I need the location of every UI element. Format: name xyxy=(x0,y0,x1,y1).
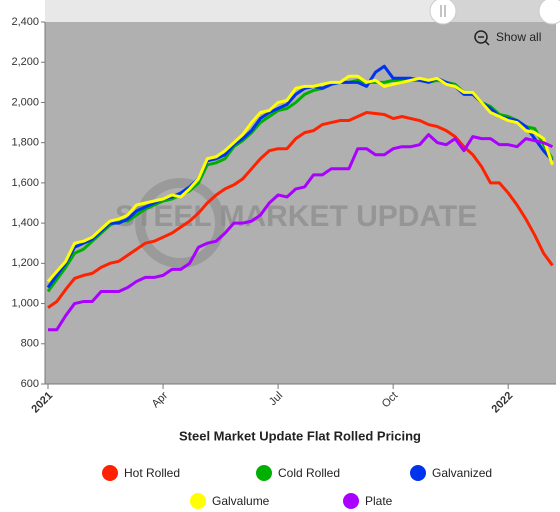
y-tick-label: 600 xyxy=(21,378,39,390)
y-tick-label: 1,400 xyxy=(11,217,39,229)
legend-marker xyxy=(102,465,118,481)
x-tick-label: Oct xyxy=(380,390,401,411)
y-tick-label: 1,000 xyxy=(11,297,39,309)
x-tick-label: Jul xyxy=(267,390,285,408)
watermark-logo xyxy=(135,178,225,268)
x-tick-label: 2021 xyxy=(29,390,55,416)
legend-marker xyxy=(190,493,206,509)
y-tick-label: 1,600 xyxy=(11,177,39,189)
navigator-handle[interactable] xyxy=(429,0,457,25)
legend-marker xyxy=(410,465,426,481)
y-tick-label: 800 xyxy=(21,338,39,350)
legend-label: Hot Rolled xyxy=(124,466,180,480)
y-tick-label: 1,200 xyxy=(11,257,39,269)
show-all-button[interactable]: Show all xyxy=(474,30,541,46)
legend-label: Plate xyxy=(365,494,393,508)
legend-label: Galvanized xyxy=(432,466,492,480)
navigator-handle[interactable] xyxy=(538,0,560,25)
zoom-icon xyxy=(484,40,490,46)
legend-label: Galvalume xyxy=(212,494,270,508)
zoom-icon xyxy=(474,30,488,44)
watermark: STEEL MARKET UPDATE xyxy=(115,178,477,268)
navigator xyxy=(45,0,556,22)
y-tick-label: 1,800 xyxy=(11,137,39,149)
x-tick-label: 2022 xyxy=(490,390,516,416)
series-line xyxy=(46,64,554,289)
show-all-label[interactable]: Show all xyxy=(496,30,541,44)
series-line xyxy=(47,111,554,309)
series-line xyxy=(46,74,554,283)
series-line xyxy=(48,133,554,332)
navigator-window[interactable] xyxy=(443,0,556,22)
y-tick-label: 2,000 xyxy=(11,96,39,108)
legend-marker xyxy=(343,493,359,509)
y-tick-label: 2,200 xyxy=(11,56,39,68)
legend-marker xyxy=(256,465,272,481)
legend-label: Cold Rolled xyxy=(278,466,340,480)
plot-area xyxy=(45,22,556,384)
x-tick-label: Apr xyxy=(150,389,171,410)
y-tick-label: 2,400 xyxy=(11,16,39,28)
watermark-text: STEEL MARKET UPDATE xyxy=(115,200,477,233)
chart-title: Steel Market Update Flat Rolled Pricing xyxy=(179,428,421,443)
